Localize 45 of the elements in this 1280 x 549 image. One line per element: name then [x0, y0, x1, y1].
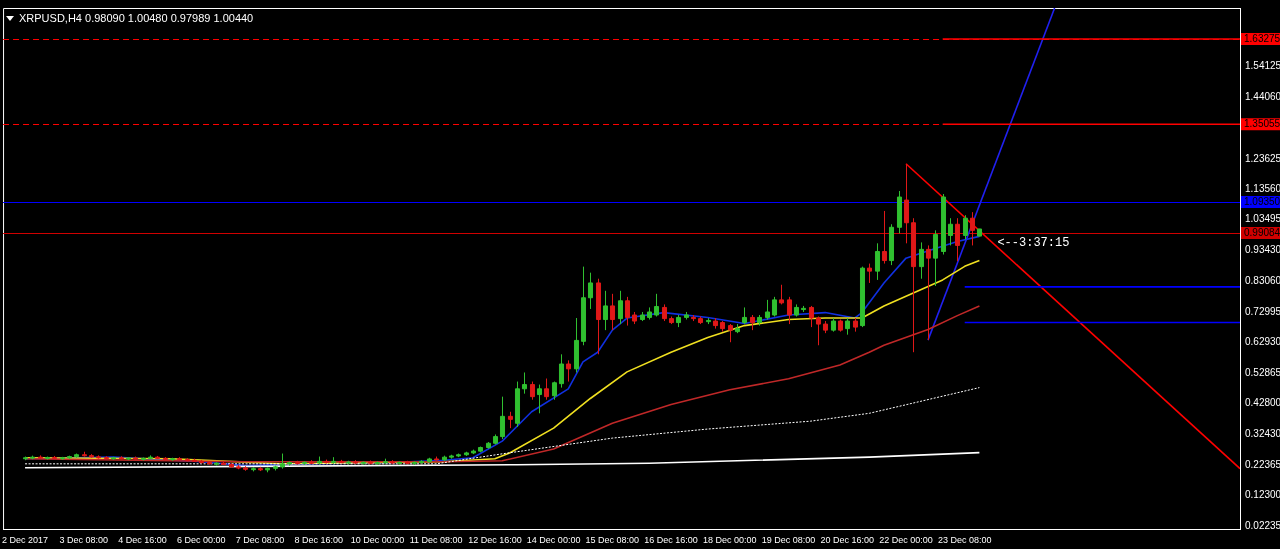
- y-tick-label: 1.03495: [1245, 213, 1280, 225]
- candlestick: [727, 323, 734, 343]
- y-tick-label: 0.83060: [1245, 275, 1280, 287]
- x-tick-label: 7 Dec 08:00: [235, 534, 285, 545]
- x-tick-label: 4 Dec 16:00: [118, 534, 167, 545]
- x-tick-label: 22 Dec 00:00: [879, 534, 933, 545]
- y-tick-label: 0.52865: [1245, 366, 1280, 378]
- ref-line-label: 0.99084: [1244, 226, 1280, 238]
- x-tick-label: 20 Dec 16:00: [820, 534, 875, 545]
- y-tick-label: 0.93430: [1245, 243, 1280, 255]
- ref-line-label: 1.63275: [1244, 32, 1280, 44]
- candlestick: [624, 296, 631, 327]
- x-tick-label: 11 Dec 08:00: [409, 534, 463, 545]
- candlestick: [514, 381, 521, 428]
- candlestick: [874, 242, 881, 281]
- ref-line-label: 1.09350: [1244, 195, 1280, 207]
- y-tick-label: 0.22365: [1245, 458, 1280, 470]
- x-tick-label: 6 Dec 00:00: [176, 534, 226, 545]
- y-tick-label: 1.44060: [1245, 90, 1280, 102]
- x-tick-label: 15 Dec 08:00: [585, 534, 640, 545]
- y-tick-label: 0.32430: [1245, 428, 1280, 440]
- x-tick-label: 3 Dec 08:00: [59, 534, 109, 545]
- y-tick-label: 1.54125: [1245, 60, 1280, 72]
- annotation: <--3:37:15: [997, 236, 1070, 251]
- x-tick-label: 8 Dec 16:00: [294, 534, 343, 545]
- x-tick-label: 14 Dec 00:00: [526, 534, 581, 545]
- line-series: [24, 387, 980, 465]
- y-tick-label: 0.02235: [1245, 519, 1280, 531]
- x-tick-label: 2 Dec 2017: [2, 534, 49, 545]
- y-tick-label: 0.42800: [1245, 397, 1280, 409]
- x-tick-label: 16 Dec 16:00: [644, 534, 698, 545]
- x-tick-label: 19 Dec 08:00: [761, 534, 816, 545]
- candlestick: [932, 229, 939, 287]
- candlestick: [580, 266, 587, 346]
- y-tick-label: 0.62930: [1245, 336, 1280, 348]
- ref-line-label: 1.35055: [1244, 118, 1280, 130]
- y-tick-label: 0.72995: [1245, 305, 1280, 317]
- y-tick-label: 1.13560: [1245, 183, 1280, 195]
- y-tick-label: 0.12300: [1245, 489, 1280, 501]
- x-tick-label: 12 Dec 16:00: [468, 534, 522, 545]
- chart-title: XRPUSD,H4 0.98090 1.00480 0.97989 1.00440: [19, 12, 254, 24]
- y-tick-label: 1.23625: [1245, 152, 1280, 164]
- x-tick-label: 23 Dec 08:00: [937, 534, 992, 545]
- x-tick-label: 18 Dec 00:00: [703, 534, 757, 545]
- x-tick-label: 10 Dec 00:00: [350, 534, 405, 545]
